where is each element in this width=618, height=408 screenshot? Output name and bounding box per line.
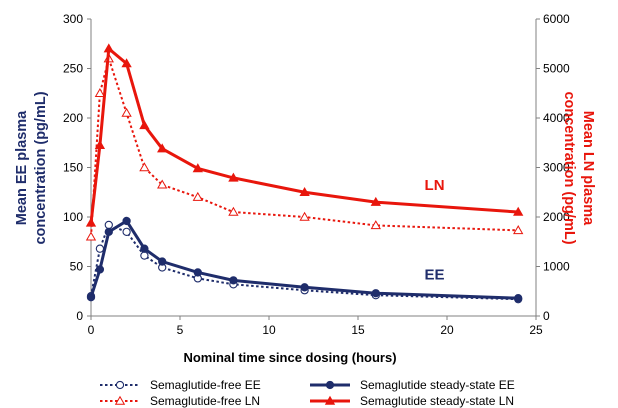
x-tick-label: 10	[262, 323, 276, 337]
x-tick-label: 20	[440, 323, 454, 337]
data-point	[513, 206, 524, 216]
data-point	[95, 265, 105, 274]
legend-item: Semaglutide-free LN	[100, 394, 260, 408]
data-point	[193, 268, 202, 277]
data-point	[157, 179, 168, 189]
series-semaglutide-steady-state-ln	[85, 43, 524, 227]
legend-item: Semaglutide steady-state EE	[310, 378, 515, 392]
y-tick-label-left: 300	[63, 12, 83, 26]
legend: Semaglutide-free EE Semaglutide steady-st…	[100, 378, 515, 408]
data-point	[299, 186, 310, 196]
data-point	[121, 58, 132, 68]
x-axis-title: Nominal time since dosing (hours)	[183, 350, 396, 365]
y-tick-label-right: 1000	[543, 260, 570, 274]
data-point	[140, 244, 149, 253]
y-tick-label-right: 5000	[543, 62, 570, 76]
legend-item: Semaglutide-free EE	[100, 378, 261, 392]
legend-swatch-marker	[325, 380, 335, 390]
legend-label: Semaglutide-free EE	[150, 378, 261, 392]
legend-swatch-marker	[324, 395, 336, 405]
data-point	[370, 196, 381, 206]
annotation-ee: EE	[425, 266, 445, 283]
legend-swatch-marker	[114, 395, 126, 405]
data-point	[192, 191, 203, 201]
y-tick-label-right: 0	[543, 309, 550, 323]
axis-title-line: Mean LN plasma	[580, 111, 596, 226]
annotation-ln: LN	[425, 177, 445, 194]
legend-swatch-marker	[115, 380, 125, 390]
tick-labels: 0501001502002503000100020003000400050006…	[63, 12, 570, 337]
data-point	[139, 120, 150, 130]
y-tick-label-left: 150	[63, 161, 83, 175]
series-line	[89, 45, 519, 224]
data-point	[95, 244, 105, 253]
series-layer	[85, 43, 524, 304]
data-point	[192, 163, 203, 173]
series-annotations: LN EE	[425, 177, 445, 284]
data-point	[157, 143, 168, 153]
axis-title-line: concentration (pg/mL)	[561, 91, 577, 244]
data-point	[94, 87, 106, 97]
data-point	[103, 43, 114, 53]
y-tick-label-left: 250	[63, 62, 83, 76]
series-semaglutide-free-ln	[85, 53, 524, 241]
data-point	[85, 231, 97, 241]
data-point	[228, 172, 239, 182]
y-tick-label-right: 2000	[543, 210, 570, 224]
data-point	[514, 294, 523, 303]
series-line	[90, 55, 519, 237]
data-point	[300, 283, 309, 292]
axis-title-line: Mean EE plasma	[14, 110, 30, 225]
data-point	[139, 162, 150, 172]
data-point	[371, 289, 380, 298]
y-tick-label-right: 3000	[543, 161, 570, 175]
data-point	[85, 217, 97, 227]
data-point	[121, 107, 132, 117]
y-axis-title-right: Mean LN plasmaconcentration (pg/mL)	[561, 91, 596, 244]
x-tick-label: 0	[88, 323, 95, 337]
data-point	[140, 251, 149, 260]
legend-item: Semaglutide steady-state LN	[310, 394, 514, 408]
y-tick-label-right: 4000	[543, 111, 570, 125]
data-point	[104, 227, 113, 236]
axis-title-line: concentration (pg/mL)	[33, 91, 49, 244]
legend-label: Semaglutide steady-state EE	[360, 378, 515, 392]
data-point	[122, 227, 131, 236]
y-tick-label-left: 200	[63, 111, 83, 125]
data-point	[229, 276, 238, 285]
y-tick-label-left: 0	[76, 309, 83, 323]
data-point	[299, 211, 310, 221]
x-tick-label: 15	[351, 323, 365, 337]
x-tick-label: 25	[529, 323, 543, 337]
data-point	[370, 220, 381, 230]
y-tick-label-left: 50	[70, 260, 84, 274]
data-point	[513, 225, 524, 235]
y-axis-title-left: Mean EE plasma concentration (pg/mL)	[14, 91, 49, 244]
y-tick-label-left: 100	[63, 210, 83, 224]
y-tick-label-right: 6000	[543, 12, 570, 26]
legend-label: Semaglutide-free LN	[150, 394, 260, 408]
data-point	[86, 293, 96, 302]
legend-label: Semaglutide steady-state LN	[360, 394, 514, 408]
data-point	[122, 216, 131, 226]
x-tick-label: 5	[177, 323, 184, 337]
data-point	[104, 220, 113, 230]
data-point	[94, 139, 106, 149]
data-point	[228, 206, 239, 216]
data-point	[158, 257, 167, 266]
axes	[87, 18, 540, 320]
series-semaglutide-steady-state-ee	[86, 216, 523, 303]
